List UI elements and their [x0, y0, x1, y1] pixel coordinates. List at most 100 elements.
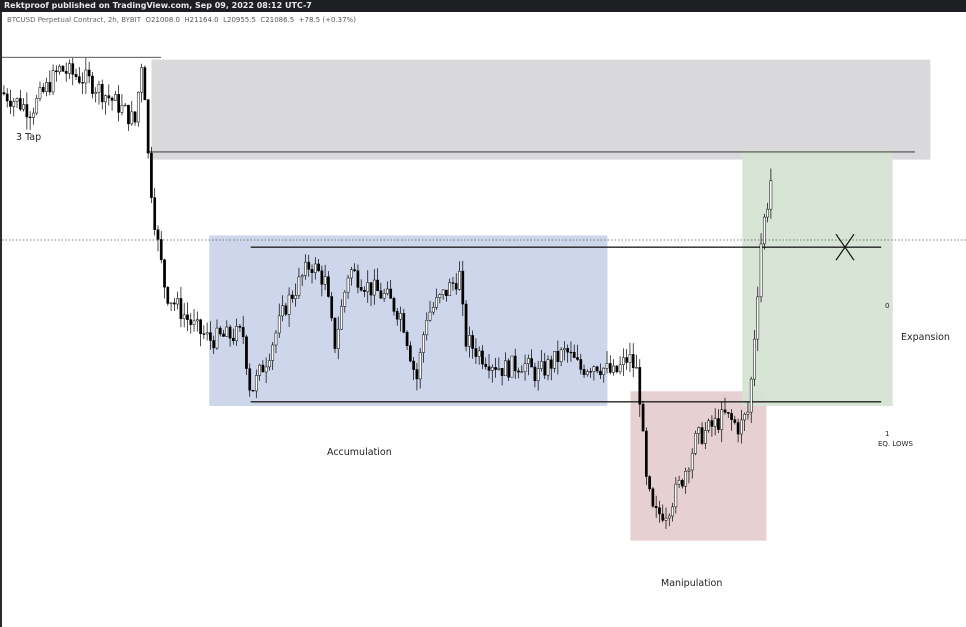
candle-body-155: [510, 355, 514, 378]
candle-body-199: [654, 505, 658, 508]
candle-body-24: [81, 82, 84, 84]
candle-body-134: [441, 289, 445, 295]
candle-body-205: [674, 483, 678, 508]
candle-body-161: [530, 358, 533, 368]
candle-body-39: [130, 111, 134, 125]
candle-body-33: [110, 97, 114, 101]
candle-body-193: [635, 367, 638, 369]
candle-body-95: [313, 263, 317, 273]
candle-body-57: [189, 319, 193, 325]
candle-body-34: [114, 94, 117, 101]
candle-body-192: [631, 354, 635, 369]
candle-body-16: [55, 70, 58, 73]
candle-body-36: [120, 105, 124, 113]
candle-body-86: [284, 305, 288, 315]
candle-body-164: [540, 361, 543, 369]
candle-body-228: [749, 378, 753, 413]
candle-body-126: [415, 369, 419, 380]
candle-body-169: [556, 351, 560, 362]
candle-body-149: [490, 367, 494, 371]
candle-body-190: [625, 357, 629, 363]
candle-body-79: [261, 364, 265, 373]
candle-body-84: [277, 315, 281, 334]
x-mark-stroke-b: [835, 233, 855, 261]
candle-body-94: [310, 269, 314, 273]
candle-body-55: [182, 314, 186, 319]
candle-body-147: [484, 363, 488, 367]
candle-body-145: [477, 350, 481, 357]
candle-body-80: [264, 366, 268, 373]
candle-body-121: [399, 313, 402, 320]
candle-body-98: [323, 276, 327, 285]
candle-body-5: [18, 98, 22, 110]
candle-body-162: [533, 366, 537, 381]
candle-body-124: [409, 345, 412, 362]
candle-body-83: [274, 332, 278, 346]
zone-accumulation: [209, 235, 608, 406]
candle-body-233: [766, 208, 769, 218]
candle-body-26: [87, 69, 91, 77]
candle-body-171: [563, 348, 566, 351]
candle-body-22: [74, 74, 78, 77]
chart-area[interactable]: BTCUSD Perpetual Contract, 2h, BYBIT O21…: [2, 12, 966, 627]
candle-body-129: [425, 320, 429, 336]
close-value: 21086.5: [265, 16, 295, 24]
candle-body-143: [471, 335, 474, 349]
candle-body-142: [467, 335, 471, 347]
candle-body-47: [156, 229, 160, 240]
candle-body-63: [209, 332, 212, 341]
candle-body-137: [451, 282, 455, 284]
candle-body-110: [363, 290, 366, 292]
candle-body-234: [769, 180, 773, 210]
candle-body-43: [143, 67, 147, 101]
candle-body-181: [595, 366, 599, 372]
candle-body-151: [497, 368, 501, 370]
candle-body-78: [258, 364, 261, 376]
candle-body-188: [618, 364, 622, 373]
candle-body-15: [51, 70, 55, 93]
candle-body-75: [248, 368, 252, 391]
candle-body-195: [641, 404, 645, 432]
candlestick-chart[interactable]: [2, 12, 966, 627]
candle-body-42: [140, 67, 143, 93]
candle-body-25: [84, 69, 88, 84]
candle-body-52: [173, 302, 176, 305]
candle-body-9: [32, 112, 35, 118]
candle-body-70: [232, 337, 235, 342]
low-key: L: [223, 16, 227, 24]
candle-body-123: [405, 331, 409, 347]
candle-body-156: [513, 355, 517, 372]
candle-body-211: [694, 433, 697, 454]
candle-body-45: [150, 152, 153, 198]
candle-body-87: [287, 294, 291, 315]
candle-body-58: [192, 320, 196, 325]
candle-body-1: [5, 93, 9, 102]
candle-body-223: [733, 419, 737, 423]
candle-body-13: [45, 82, 48, 92]
zone-supply: [151, 59, 931, 160]
candle-body-210: [690, 453, 694, 471]
candle-body-99: [327, 276, 330, 297]
high-key: H: [184, 16, 190, 24]
candle-body-53: [176, 298, 179, 305]
candle-body-136: [448, 282, 452, 297]
candle-body-8: [28, 116, 32, 119]
candle-body-203: [667, 515, 671, 519]
candle-body-29: [97, 83, 101, 93]
expansion-label: Expansion: [901, 332, 950, 343]
candle-body-12: [41, 87, 45, 92]
candle-body-17: [58, 65, 61, 73]
change-value: +78.5 (+0.37%): [298, 16, 356, 24]
symbol-legend: BTCUSD Perpetual Contract, 2h, BYBIT O21…: [7, 16, 356, 24]
candle-body-213: [700, 427, 704, 444]
candle-body-168: [553, 351, 556, 369]
candle-body-71: [235, 326, 238, 342]
candle-body-11: [38, 87, 42, 99]
candle-body-14: [48, 82, 52, 93]
candle-body-102: [336, 328, 340, 349]
candle-body-191: [628, 354, 632, 363]
candle-body-116: [382, 293, 386, 299]
candle-body-132: [435, 297, 438, 308]
candle-body-165: [543, 361, 547, 376]
candle-body-141: [464, 303, 468, 347]
